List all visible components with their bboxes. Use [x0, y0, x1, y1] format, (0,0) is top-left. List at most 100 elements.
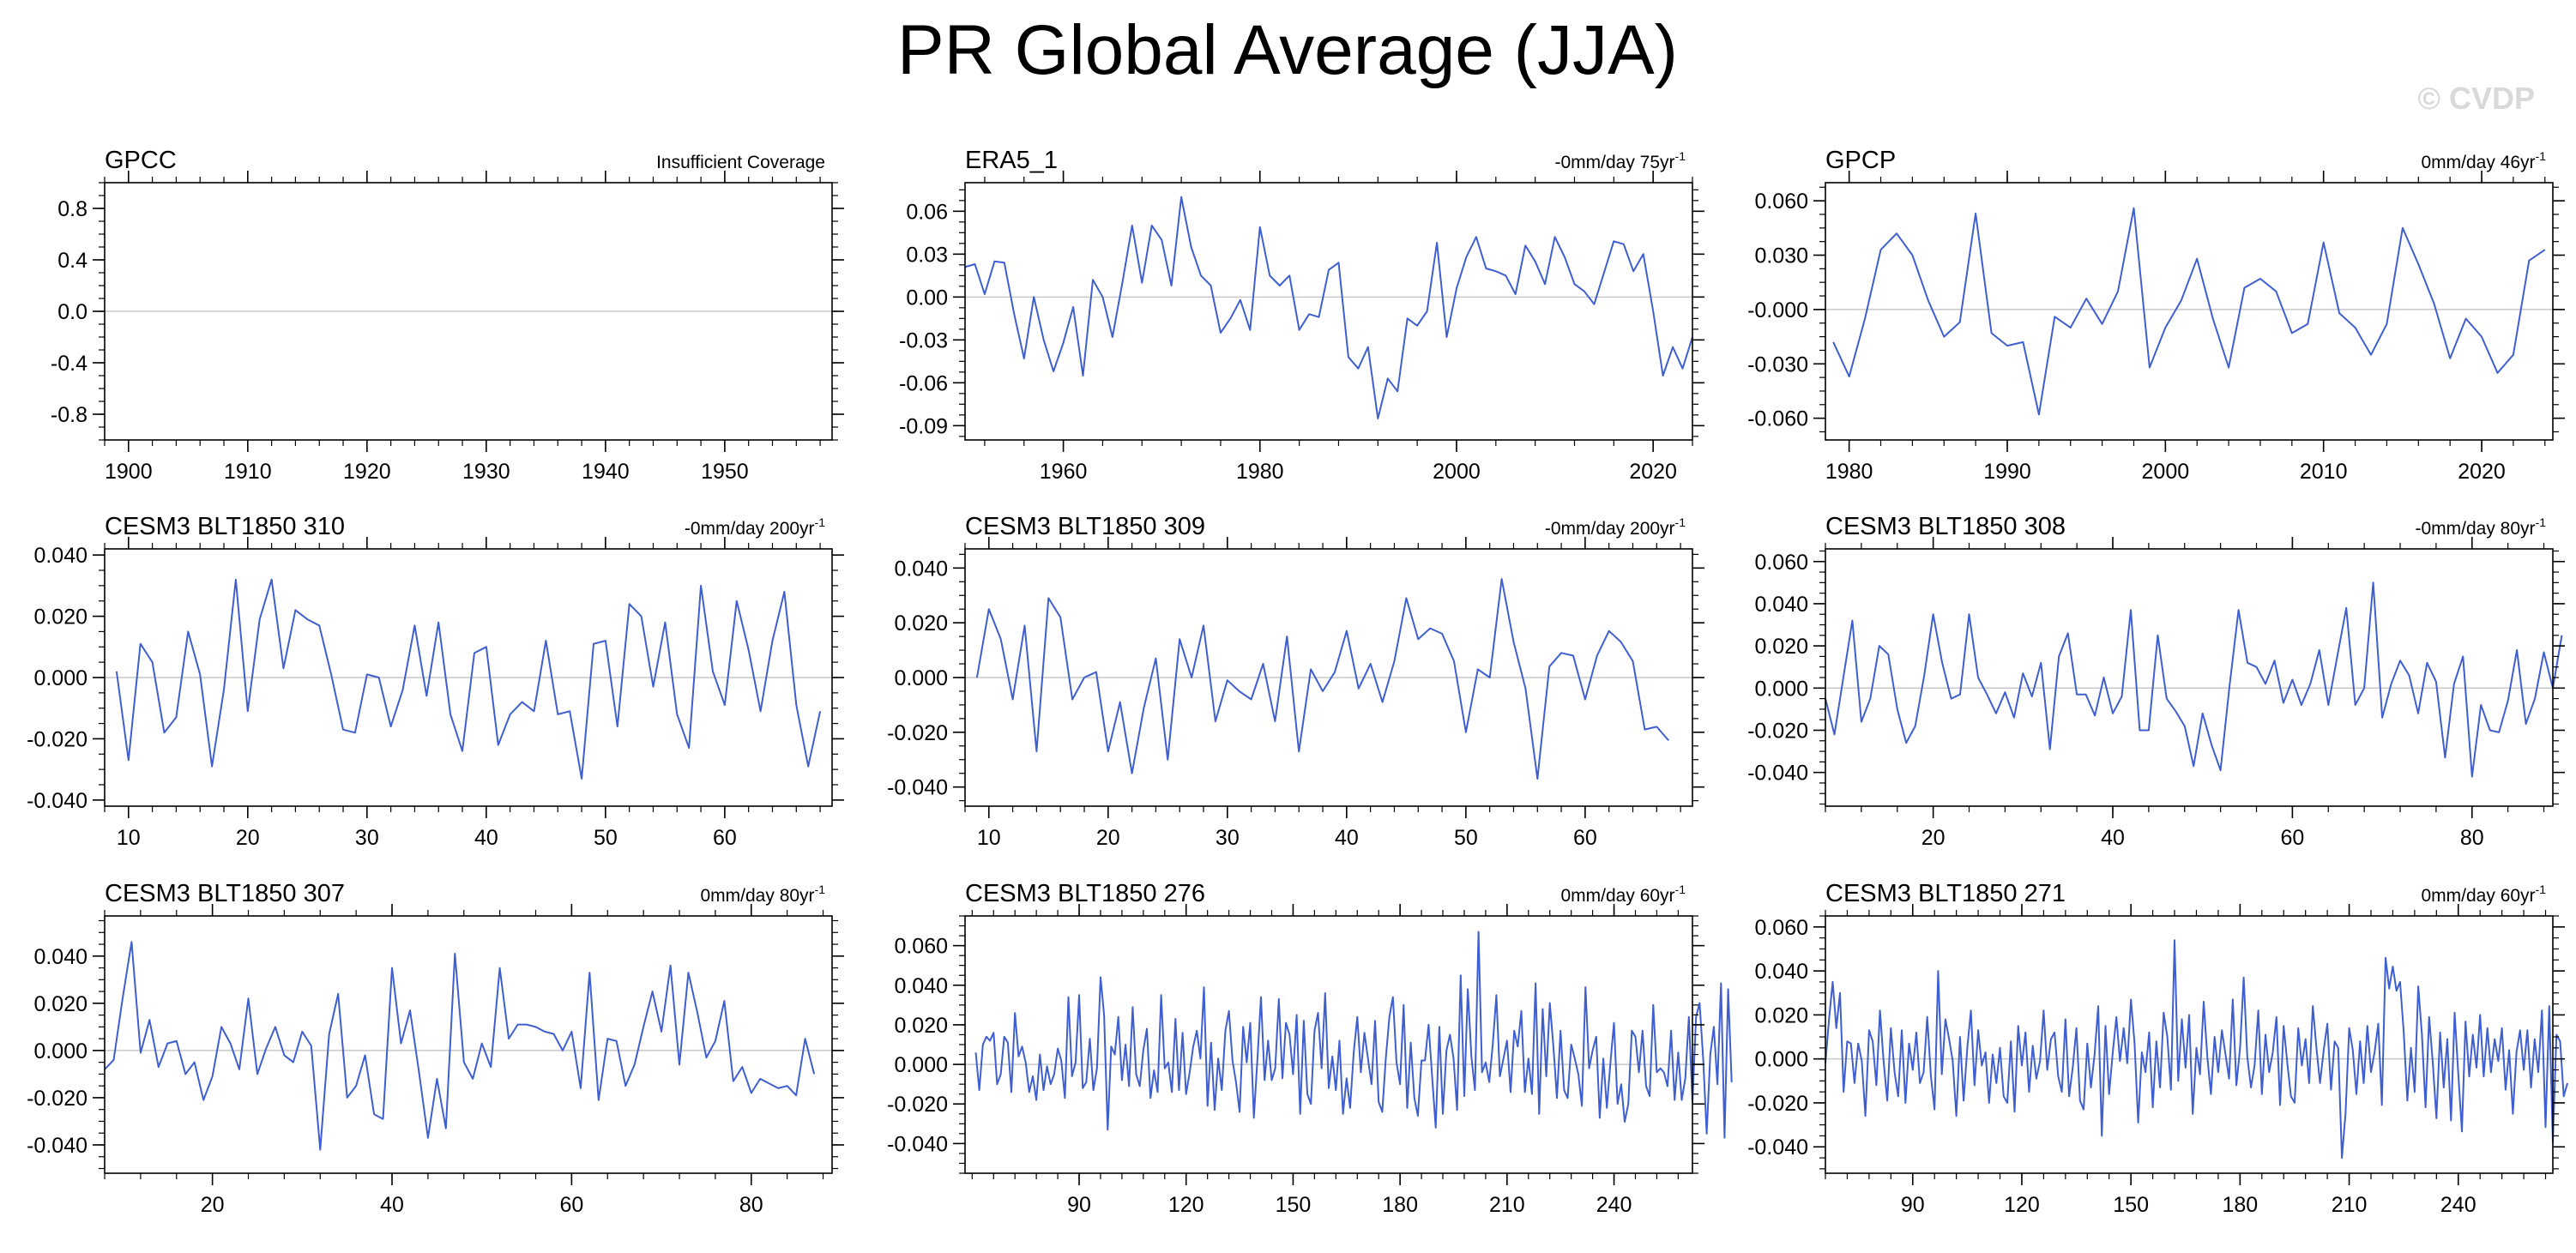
x-tick-label: 1930: [462, 460, 510, 484]
x-tick-label: 80: [2460, 826, 2484, 850]
x-tick-label: 60: [2280, 826, 2304, 850]
plot-frame: [1825, 915, 2554, 1174]
y-tick-label: -0.4: [51, 352, 87, 376]
trend-value: 0mm/day 46yr: [2422, 153, 2536, 172]
y-tick-label: 0.060: [1754, 190, 1808, 214]
x-tick-label: 40: [474, 826, 498, 850]
panel-2: ERA5_1 -0mm/day 75yr-1 1960 1980 2000 2020 0.0…: [899, 147, 1704, 484]
panel-title: CESM3 BLT1850 276: [965, 880, 1205, 907]
x-tick-label: 80: [739, 1193, 763, 1217]
figure-title: PR Global Average (JJA): [897, 11, 1678, 89]
panel-trend-label: -0mm/day 200yr-1: [1545, 515, 1686, 539]
x-tick-label: 150: [2113, 1193, 2149, 1217]
x-tick-label: 150: [1276, 1193, 1312, 1217]
y-tick-label: -0.020: [887, 721, 948, 745]
x-tick-label: 1900: [105, 460, 153, 484]
y-tick-label: 0.020: [894, 1014, 948, 1038]
panel-trend-label: 0mm/day 60yr-1: [1561, 883, 1686, 906]
y-tick-label: 0.020: [33, 605, 87, 630]
panel-6: CESM3 BLT1850 308 -0mm/day 80yr-1 20 40 60 80…: [1747, 513, 2565, 850]
x-tick-label: 90: [1901, 1193, 1925, 1217]
data-series-line: [1825, 939, 2568, 1160]
y-tick-label: 0.8: [57, 197, 87, 221]
trend-value: -0mm/day 200yr: [685, 519, 815, 539]
y-tick-label: -0.040: [27, 789, 87, 813]
x-tick-label: 60: [1573, 826, 1597, 850]
y-tick-label: -0.040: [27, 1134, 87, 1158]
y-tick-label: 0.4: [57, 249, 87, 273]
y-tick-label: 0.020: [1754, 635, 1808, 659]
y-tick-label: 0.0: [57, 300, 87, 324]
y-tick-label: -0.000: [1747, 298, 1808, 322]
panel-title: GPCP: [1825, 147, 1896, 174]
y-tick-label: 0.060: [1754, 916, 1808, 940]
panel-title: CESM3 BLT1850 307: [105, 880, 345, 907]
y-tick-label: -0.8: [51, 403, 87, 427]
data-series-line: [975, 578, 1669, 780]
plot-frame: [1825, 182, 2554, 441]
x-tick-label: 240: [2440, 1193, 2476, 1217]
x-tick-label: 180: [2223, 1193, 2259, 1217]
y-tick-label: -0.040: [887, 776, 948, 800]
x-tick-label: 2020: [2458, 460, 2506, 484]
trend-exponent: -1: [2536, 515, 2547, 529]
x-tick-label: 40: [1335, 826, 1359, 850]
y-tick-label: -0.09: [899, 414, 948, 438]
panel-trend-label: 0mm/day 60yr-1: [2422, 883, 2547, 906]
panel-7: CESM3 BLT1850 307 0mm/day 80yr-1 20 40 60 80 0…: [27, 880, 844, 1217]
trend-exponent: -1: [815, 515, 826, 529]
x-tick-label: 90: [1067, 1193, 1091, 1217]
y-tick-label: -0.040: [1747, 1136, 1808, 1160]
y-tick-label: -0.020: [887, 1093, 948, 1117]
x-tick-label: 10: [117, 826, 141, 850]
y-tick-label: 0.000: [894, 1053, 948, 1077]
data-series-line: [1825, 581, 2563, 778]
trend-exponent: -1: [1675, 515, 1686, 529]
y-tick-label: 0.020: [894, 611, 948, 636]
y-tick-label: 0.000: [33, 666, 87, 690]
panel-9: CESM3 BLT1850 271 0mm/day 60yr-1 90 120 150 1…: [1747, 880, 2568, 1217]
trend-value: 0mm/day 60yr: [1561, 886, 1675, 906]
plot-frame: [1825, 548, 2554, 807]
y-tick-label: 0.040: [33, 945, 87, 969]
x-tick-label: 1950: [701, 460, 749, 484]
panel-trend-label: Insufficient Coverage: [656, 153, 825, 172]
x-tick-label: 10: [977, 826, 1001, 850]
panel-title: CESM3 BLT1850 308: [1825, 513, 2066, 540]
x-tick-label: 1960: [1040, 460, 1088, 484]
plot-frame: [964, 182, 1693, 441]
x-tick-label: 30: [355, 826, 379, 850]
y-tick-label: 0.000: [33, 1039, 87, 1063]
x-tick-label: 120: [1168, 1193, 1204, 1217]
data-series-line: [1832, 207, 2546, 416]
trend-exponent: -1: [815, 883, 826, 896]
y-tick-label: 0.03: [906, 243, 948, 267]
x-tick-label: 60: [559, 1193, 583, 1217]
y-tick-label: 0.020: [33, 992, 87, 1016]
y-tick-label: -0.040: [887, 1132, 948, 1156]
x-tick-label: 20: [1096, 826, 1120, 850]
trend-value: -0mm/day 200yr: [1545, 519, 1675, 539]
x-tick-label: 20: [201, 1193, 225, 1217]
x-tick-label: 180: [1382, 1193, 1418, 1217]
y-tick-label: 0.040: [1754, 593, 1808, 617]
x-tick-label: 1940: [582, 460, 630, 484]
trend-value: Insufficient Coverage: [656, 153, 825, 172]
y-tick-label: 0.040: [894, 557, 948, 581]
y-tick-label: 0.040: [33, 544, 87, 568]
trend-value: 0mm/day 60yr: [2422, 886, 2536, 906]
x-tick-label: 1910: [224, 460, 272, 484]
y-tick-label: 0.000: [1754, 677, 1808, 701]
x-tick-label: 40: [380, 1193, 404, 1217]
x-tick-label: 1980: [1825, 460, 1873, 484]
y-tick-label: -0.020: [27, 1087, 87, 1111]
y-tick-label: 0.00: [906, 286, 948, 310]
y-tick-label: 0.060: [894, 935, 948, 959]
y-tick-label: 0.020: [1754, 1003, 1808, 1027]
y-tick-label: 0.040: [894, 974, 948, 998]
y-tick-label: -0.030: [1747, 352, 1808, 377]
x-tick-label: 40: [2101, 826, 2125, 850]
trend-value: -0mm/day 75yr: [1555, 153, 1675, 172]
panel-4: CESM3 BLT1850 310 -0mm/day 200yr-1 10 20 30 4…: [27, 513, 844, 850]
